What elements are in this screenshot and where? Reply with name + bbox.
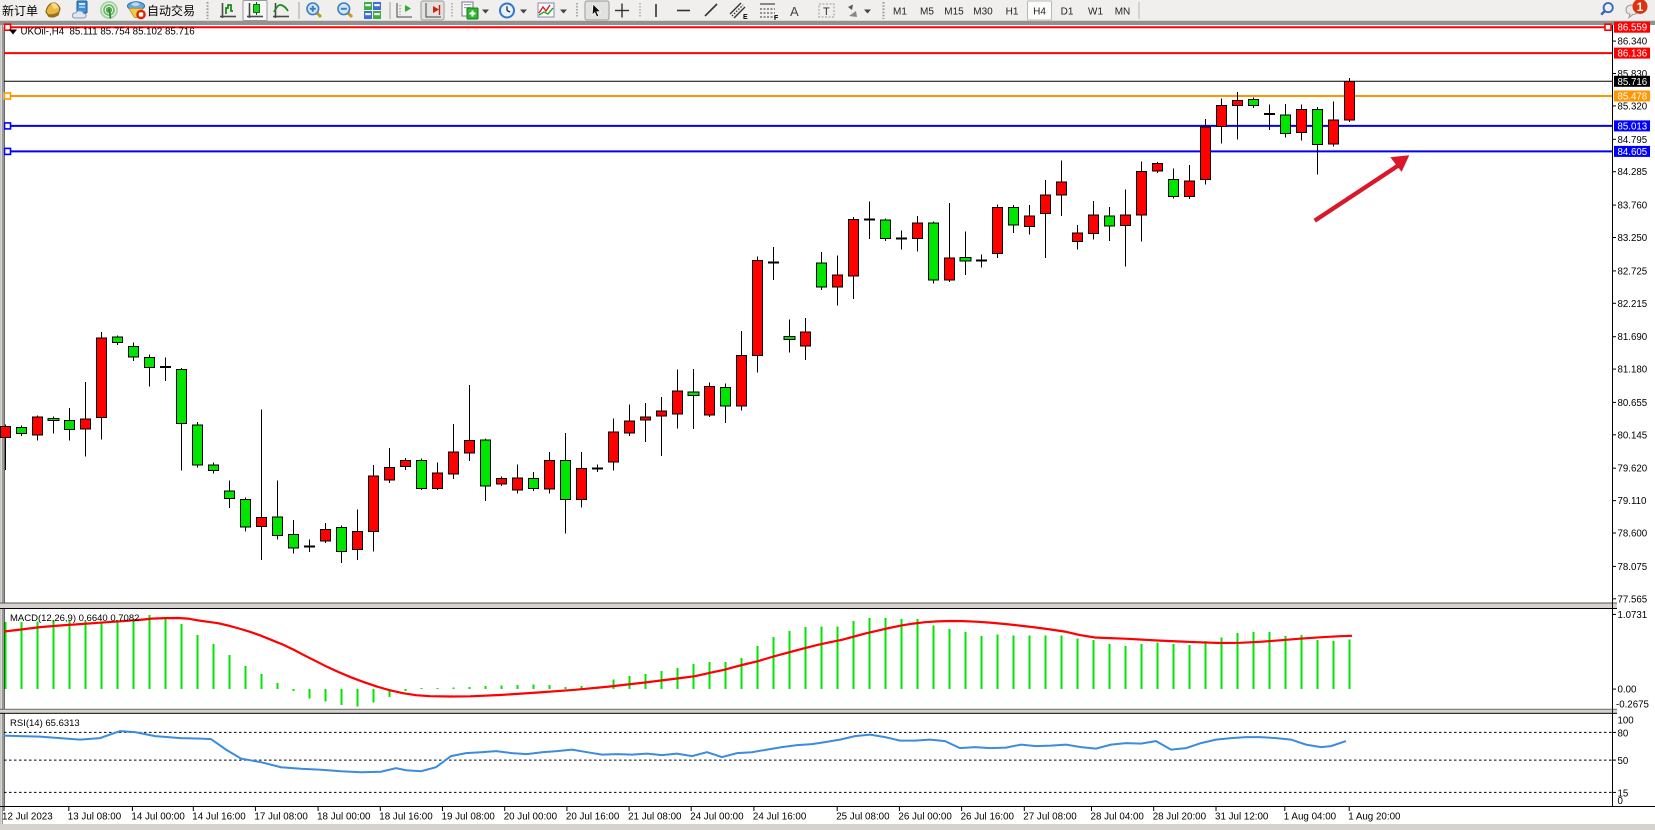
svg-text:1.0731: 1.0731 — [1618, 610, 1648, 621]
svg-text:-0.2675: -0.2675 — [1616, 699, 1649, 710]
svg-text:T: T — [823, 6, 830, 18]
svg-text:31 Jul 12:00: 31 Jul 12:00 — [1215, 812, 1269, 823]
svg-text:21 Jul 08:00: 21 Jul 08:00 — [628, 812, 682, 823]
svg-text:84.605: 84.605 — [1618, 147, 1648, 158]
svg-text:85.830: 85.830 — [1618, 69, 1648, 80]
svg-text:77.565: 77.565 — [1618, 594, 1648, 605]
svg-text:86.340: 86.340 — [1618, 37, 1648, 48]
svg-text:MACD(12,26,9) 0.6640 0.7082: MACD(12,26,9) 0.6640 0.7082 — [10, 613, 139, 624]
svg-text:M1: M1 — [893, 7, 907, 18]
svg-text:H4: H4 — [1033, 7, 1046, 18]
svg-text:80: 80 — [1618, 728, 1629, 739]
svg-text:24 Jul 16:00: 24 Jul 16:00 — [753, 812, 807, 823]
svg-text:13 Jul 08:00: 13 Jul 08:00 — [68, 812, 122, 823]
svg-text:82.215: 82.215 — [1618, 299, 1648, 310]
svg-text:81.690: 81.690 — [1618, 332, 1648, 343]
svg-text:80.145: 80.145 — [1618, 430, 1648, 441]
svg-text:0: 0 — [1618, 796, 1624, 807]
svg-text:12 Jul 2023: 12 Jul 2023 — [2, 812, 53, 823]
svg-text:A: A — [790, 4, 799, 19]
svg-text:79.110: 79.110 — [1618, 496, 1648, 507]
svg-text:20 Jul 00:00: 20 Jul 00:00 — [504, 812, 558, 823]
svg-text:25 Jul 08:00: 25 Jul 08:00 — [836, 812, 890, 823]
svg-text:M30: M30 — [973, 7, 993, 18]
svg-text:85.013: 85.013 — [1618, 121, 1648, 132]
svg-text:1 Aug 20:00: 1 Aug 20:00 — [1348, 812, 1401, 823]
svg-text:MN: MN — [1115, 7, 1131, 18]
svg-text:1 Aug 04:00: 1 Aug 04:00 — [1284, 812, 1337, 823]
svg-text:20 Jul 16:00: 20 Jul 16:00 — [566, 812, 620, 823]
svg-text:F: F — [774, 15, 779, 22]
svg-text:86.559: 86.559 — [1618, 23, 1648, 34]
svg-text:26 Jul 00:00: 26 Jul 00:00 — [898, 812, 952, 823]
svg-text:80.655: 80.655 — [1618, 398, 1648, 409]
svg-text:15: 15 — [1618, 789, 1629, 800]
svg-text:26 Jul 16:00: 26 Jul 16:00 — [961, 812, 1015, 823]
svg-text:17 Jul 08:00: 17 Jul 08:00 — [254, 812, 308, 823]
svg-text:28 Jul 20:00: 28 Jul 20:00 — [1153, 812, 1207, 823]
svg-text:84.795: 84.795 — [1618, 135, 1648, 146]
svg-text:83.250: 83.250 — [1618, 233, 1648, 244]
svg-text:84.285: 84.285 — [1618, 167, 1648, 178]
svg-text:H1: H1 — [1006, 7, 1019, 18]
svg-text:UKOil-,H4 85.111 85.754 85.10: UKOil-,H4 85.111 85.754 85.102 85.716 — [21, 27, 195, 38]
svg-text:0.00: 0.00 — [1618, 685, 1637, 696]
svg-text:RSI(14) 65.6313: RSI(14) 65.6313 — [10, 718, 80, 729]
svg-text:自动交易: 自动交易 — [147, 3, 195, 18]
svg-text:27 Jul 08:00: 27 Jul 08:00 — [1023, 812, 1077, 823]
svg-text:14 Jul 16:00: 14 Jul 16:00 — [192, 812, 246, 823]
svg-text:19 Jul 08:00: 19 Jul 08:00 — [442, 812, 496, 823]
svg-text:86.136: 86.136 — [1618, 49, 1648, 60]
svg-text:82.725: 82.725 — [1618, 266, 1648, 277]
svg-text:50: 50 — [1618, 756, 1629, 767]
svg-text:24 Jul 00:00: 24 Jul 00:00 — [690, 812, 744, 823]
svg-text:1: 1 — [1637, 2, 1644, 14]
svg-text:28 Jul 04:00: 28 Jul 04:00 — [1091, 812, 1145, 823]
svg-text:85.320: 85.320 — [1618, 101, 1648, 112]
svg-text:83.760: 83.760 — [1618, 201, 1648, 212]
svg-text:新订单: 新订单 — [2, 3, 38, 18]
svg-text:78.600: 78.600 — [1618, 529, 1648, 540]
svg-text:M5: M5 — [920, 7, 934, 18]
svg-text:M15: M15 — [944, 7, 964, 18]
svg-text:85.716: 85.716 — [1618, 77, 1648, 88]
svg-text:18 Jul 00:00: 18 Jul 00:00 — [317, 812, 371, 823]
svg-text:14 Jul 00:00: 14 Jul 00:00 — [131, 812, 185, 823]
svg-text:85.478: 85.478 — [1618, 92, 1648, 103]
svg-text:79.620: 79.620 — [1618, 464, 1648, 475]
svg-text:81.180: 81.180 — [1618, 365, 1648, 376]
svg-text:E: E — [743, 14, 748, 21]
svg-text:100: 100 — [1618, 715, 1635, 726]
svg-text:W1: W1 — [1088, 7, 1103, 18]
svg-text:18 Jul 16:00: 18 Jul 16:00 — [379, 812, 433, 823]
svg-text:D1: D1 — [1061, 7, 1074, 18]
svg-text:78.075: 78.075 — [1618, 562, 1648, 573]
